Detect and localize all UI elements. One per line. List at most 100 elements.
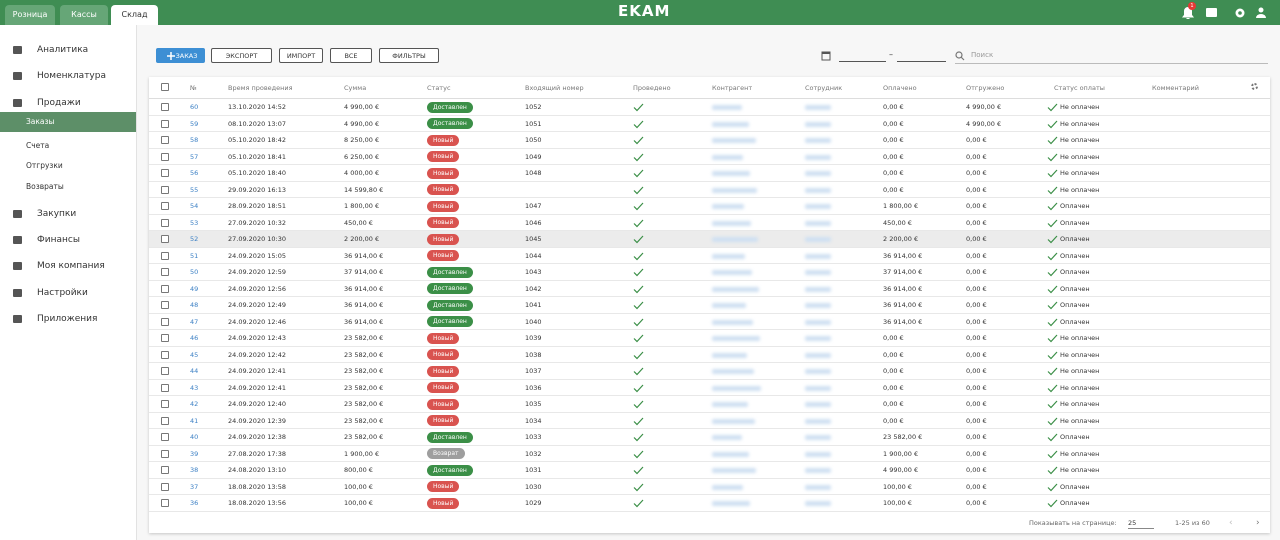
table-row[interactable]: 48 24.09.2020 12:49 36 914,00 € Доставлен 10…: [149, 297, 1270, 314]
order-number[interactable]: 50: [190, 268, 199, 276]
order-number[interactable]: 60: [190, 103, 199, 111]
row-checkbox[interactable]: [161, 169, 169, 177]
order-number[interactable]: 55: [190, 185, 199, 194]
column-header[interactable]: Сумма: [344, 84, 367, 92]
search-placeholder[interactable]: Поиск: [971, 51, 994, 59]
tab[interactable]: Склад: [111, 5, 158, 25]
table-row[interactable]: 44 24.09.2020 12:41 23 582,00 € Новый 1037 0,…: [149, 363, 1270, 380]
row-checkbox[interactable]: [161, 416, 169, 425]
order-number[interactable]: 59: [190, 119, 199, 128]
chat-icon[interactable]: [1206, 8, 1217, 17]
table-row[interactable]: 39 27.08.2020 17:38 1 900,00 € Возврат 1032 1…: [149, 446, 1270, 462]
order-number[interactable]: 42: [190, 400, 199, 408]
tab[interactable]: Кассы: [60, 5, 108, 25]
table-row[interactable]: 50 24.09.2020 12:59 37 914,00 € Доставлен 10…: [149, 264, 1270, 281]
date-from[interactable]: [839, 61, 886, 62]
prev-page[interactable]: ‹: [1229, 517, 1233, 528]
row-checkbox[interactable]: [161, 136, 169, 144]
column-header[interactable]: Проведено: [633, 84, 671, 92]
toolbar-button[interactable]: ФИЛЬТРЫ: [379, 48, 439, 63]
row-checkbox[interactable]: [161, 499, 169, 507]
order-number[interactable]: 49: [190, 284, 199, 293]
table-row[interactable]: 38 24.08.2020 13:10 800,00 € Доставлен 1031 4…: [149, 462, 1270, 479]
calendar-icon[interactable]: [821, 50, 831, 61]
column-settings[interactable]: [1251, 83, 1258, 90]
row-checkbox[interactable]: [161, 466, 169, 474]
sidebar-item[interactable]: Моя компания: [0, 257, 136, 275]
column-header[interactable]: №: [190, 84, 197, 92]
table-row[interactable]: 45 24.09.2020 12:42 23 582,00 € Новый 1038 0,…: [149, 347, 1270, 363]
sidebar-item[interactable]: Настройки: [0, 284, 136, 302]
table-row[interactable]: 41 24.09.2020 12:39 23 582,00 € Новый 1034 0,…: [149, 413, 1270, 429]
order-number[interactable]: 43: [190, 383, 199, 392]
order-number[interactable]: 57: [190, 152, 199, 161]
row-checkbox[interactable]: [161, 152, 169, 161]
sidebar-item[interactable]: Возвраты: [0, 177, 136, 197]
table-row[interactable]: 53 27.09.2020 10:32 450,00 € Новый 1046 450,0…: [149, 215, 1270, 231]
table-row[interactable]: 54 28.09.2020 18:51 1 800,00 € Новый 1047 1 8…: [149, 198, 1270, 215]
row-checkbox[interactable]: [161, 202, 169, 210]
row-checkbox[interactable]: [161, 251, 169, 260]
order-number[interactable]: 40: [190, 433, 199, 441]
column-header[interactable]: Отгружено: [966, 84, 1005, 92]
order-number[interactable]: 54: [190, 202, 199, 210]
row-checkbox[interactable]: [161, 367, 169, 375]
row-checkbox[interactable]: [161, 235, 169, 243]
row-checkbox[interactable]: [161, 284, 169, 293]
row-checkbox[interactable]: [161, 433, 169, 441]
table-row[interactable]: 47 24.09.2020 12:46 36 914,00 € Доставлен 10…: [149, 314, 1270, 330]
table-row[interactable]: 37 18.08.2020 13:58 100,00 € Новый 1030 100,0…: [149, 479, 1270, 495]
table-row[interactable]: 58 05.10.2020 18:42 8 250,00 € Новый 1050 0,0…: [149, 132, 1270, 149]
tab[interactable]: Розница: [5, 5, 55, 25]
select-all-checkbox[interactable]: [161, 83, 169, 91]
table-row[interactable]: 49 24.09.2020 12:56 36 914,00 € Доставлен 10…: [149, 281, 1270, 297]
sidebar-item[interactable]: Заказы: [0, 112, 136, 132]
row-checkbox[interactable]: [161, 449, 169, 458]
table-row[interactable]: 42 24.09.2020 12:40 23 582,00 € Новый 1035 0,…: [149, 396, 1270, 413]
page-size-select[interactable]: 25: [1128, 518, 1154, 529]
column-header[interactable]: Комментарий: [1152, 84, 1199, 92]
order-number[interactable]: 37: [190, 482, 199, 491]
column-header[interactable]: Статус: [427, 84, 451, 92]
sidebar-item[interactable]: Счета: [0, 136, 136, 156]
column-header[interactable]: Время проведения: [228, 84, 293, 92]
table-row[interactable]: 52 27.09.2020 10:30 2 200,00 € Новый 1045 2 2…: [149, 231, 1270, 248]
column-header[interactable]: Входящий номер: [525, 84, 584, 92]
user-icon[interactable]: [1258, 7, 1264, 13]
sidebar-item[interactable]: Номенклатура: [0, 67, 136, 85]
order-number[interactable]: 46: [190, 334, 199, 342]
table-row[interactable]: 55 29.09.2020 16:13 14 599,80 € Новый 0,00 €…: [149, 182, 1270, 198]
table-row[interactable]: 56 05.10.2020 18:40 4 000,00 € Новый 1048 0,0…: [149, 165, 1270, 182]
row-checkbox[interactable]: [161, 317, 169, 326]
order-number[interactable]: 48: [190, 301, 199, 309]
row-checkbox[interactable]: [161, 350, 169, 359]
row-checkbox[interactable]: [161, 218, 169, 227]
table-row[interactable]: 36 18.08.2020 13:56 100,00 € Новый 1029 100,0…: [149, 495, 1270, 512]
row-checkbox[interactable]: [161, 383, 169, 392]
table-row[interactable]: 43 24.09.2020 12:41 23 582,00 € Новый 1036 0,…: [149, 380, 1270, 396]
sidebar-item[interactable]: Аналитика: [0, 41, 136, 59]
next-page[interactable]: ›: [1256, 517, 1260, 528]
column-header[interactable]: Контрагент: [712, 84, 753, 92]
table-row[interactable]: 46 24.09.2020 12:43 23 582,00 € Новый 1039 0,…: [149, 330, 1270, 347]
order-number[interactable]: 38: [190, 466, 199, 474]
sidebar-item[interactable]: Продажи: [0, 94, 136, 112]
order-number[interactable]: 52: [190, 235, 199, 243]
toolbar-button[interactable]: ЗАКАЗ: [156, 48, 205, 63]
order-number[interactable]: 53: [190, 218, 199, 227]
date-to[interactable]: [897, 61, 946, 62]
row-checkbox[interactable]: [161, 119, 169, 128]
order-number[interactable]: 36: [190, 499, 199, 507]
row-checkbox[interactable]: [161, 400, 169, 408]
table-row[interactable]: 59 08.10.2020 13:07 4 990,00 € Доставлен 105…: [149, 116, 1270, 132]
column-header[interactable]: Сотрудник: [805, 84, 843, 92]
toolbar-button[interactable]: ЭКСПОРТ: [211, 48, 272, 63]
row-checkbox[interactable]: [161, 301, 169, 309]
order-number[interactable]: 58: [190, 136, 199, 144]
order-number[interactable]: 56: [190, 169, 199, 177]
sidebar-item[interactable]: Отгрузки: [0, 156, 136, 176]
sidebar-item[interactable]: Финансы: [0, 231, 136, 249]
table-row[interactable]: 60 13.10.2020 14:52 4 990,00 € Доставлен 105…: [149, 99, 1270, 116]
order-number[interactable]: 47: [190, 317, 199, 326]
table-row[interactable]: 40 24.09.2020 12:38 23 582,00 € Доставлен 10…: [149, 429, 1270, 446]
